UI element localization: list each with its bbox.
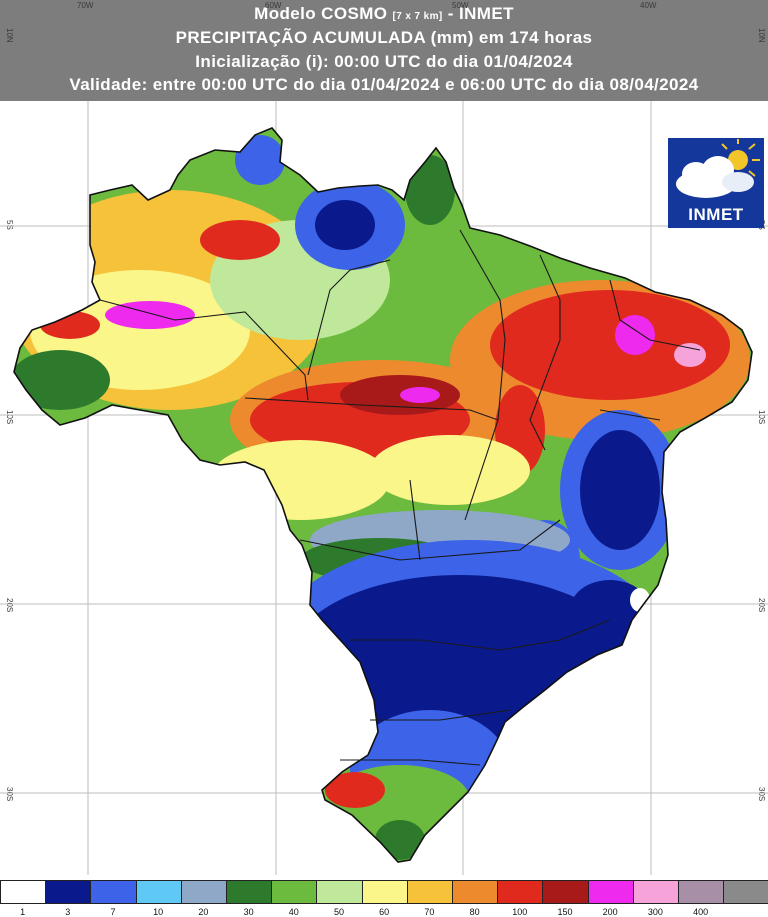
precipitation-map bbox=[0, 101, 768, 875]
lon-label: 40W bbox=[640, 1, 657, 10]
legend-swatch bbox=[271, 880, 318, 904]
header-line-4: Validade: entre 00:00 UTC do dia 01/04/2… bbox=[69, 75, 699, 94]
legend-swatch bbox=[361, 880, 408, 904]
color-legend: 1 3 7 10 20 30 40 50 60 70 80 100 150 200 300 400 bbox=[0, 877, 768, 917]
legend-label: 150 bbox=[557, 907, 573, 917]
model-org: - INMET bbox=[447, 4, 514, 23]
lon-label: 50W bbox=[452, 1, 469, 10]
legend-swatch bbox=[135, 880, 182, 904]
legend-swatch bbox=[723, 880, 768, 904]
legend-label: 10 bbox=[153, 907, 164, 917]
legend-label: 3 bbox=[65, 907, 71, 917]
legend-swatch bbox=[406, 880, 453, 904]
map-header: Modelo COSMO [7 x 7 km] - INMET PRECIPIT… bbox=[0, 0, 768, 101]
lon-label: 60W bbox=[265, 1, 282, 10]
legend-label: 50 bbox=[333, 907, 344, 917]
lat-label: 10N bbox=[5, 28, 14, 43]
legend-swatch bbox=[226, 880, 273, 904]
legend-label: 70 bbox=[424, 907, 435, 917]
legend-swatch bbox=[632, 880, 679, 904]
legend-label: 7 bbox=[110, 907, 116, 917]
lat-label: 10N bbox=[757, 28, 766, 43]
legend-swatch bbox=[316, 880, 363, 904]
legend-label: 80 bbox=[469, 907, 480, 917]
legend-label: 400 bbox=[693, 907, 709, 917]
legend-label: 200 bbox=[602, 907, 618, 917]
legend-swatch bbox=[45, 880, 92, 904]
legend-swatch bbox=[542, 880, 589, 904]
state-borders bbox=[99, 229, 701, 766]
cloud-sun-icon bbox=[676, 139, 760, 198]
legend-swatch bbox=[497, 880, 544, 904]
logo-text: INMET bbox=[688, 205, 744, 224]
legend-label: 1 bbox=[20, 907, 26, 917]
header-line-2: PRECIPITAÇÃO ACUMULADA (mm) em 174 horas bbox=[175, 28, 593, 47]
legend-swatch bbox=[90, 880, 137, 904]
legend-swatch bbox=[452, 880, 499, 904]
model-resolution: [7 x 7 km] bbox=[392, 11, 443, 22]
legend-swatch bbox=[587, 880, 634, 904]
lon-label: 70W bbox=[77, 1, 94, 10]
legend-label: 40 bbox=[288, 907, 299, 917]
header-line-3: Inicialização (i): 00:00 UTC do dia 01/0… bbox=[195, 52, 573, 71]
legend-label: 60 bbox=[379, 907, 390, 917]
legend-label: 100 bbox=[512, 907, 528, 917]
model-name: Modelo COSMO bbox=[254, 4, 388, 23]
header-line-1: Modelo COSMO [7 x 7 km] - INMET bbox=[0, 4, 768, 24]
legend-label: 20 bbox=[198, 907, 209, 917]
legend-swatch bbox=[678, 880, 725, 904]
inmet-logo: INMET bbox=[668, 138, 764, 228]
legend-swatch bbox=[0, 880, 47, 904]
legend-label: 30 bbox=[243, 907, 254, 917]
legend-label: 300 bbox=[647, 907, 663, 917]
legend-swatch bbox=[180, 880, 227, 904]
precipitation-field bbox=[14, 128, 752, 862]
